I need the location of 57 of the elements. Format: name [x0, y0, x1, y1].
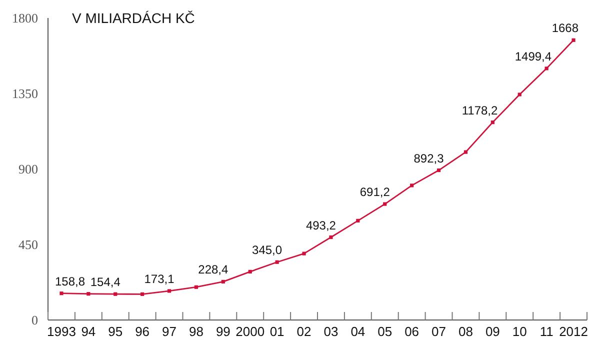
x-tick-label: 01 [270, 324, 284, 339]
point [167, 289, 172, 293]
x-tick-label: 11 [540, 324, 554, 339]
data-label: 154,4 [90, 275, 121, 290]
point [194, 285, 198, 289]
point [60, 292, 64, 296]
data-label: 892,3 [414, 151, 444, 166]
x-tick-label: 04 [350, 324, 366, 339]
chart-title: V MILIARDÁCH KČ [72, 10, 195, 26]
x-tick-label: 1993 [47, 324, 76, 339]
point [356, 218, 360, 222]
point [114, 292, 118, 296]
point [410, 184, 414, 188]
point [436, 168, 441, 172]
point [383, 202, 387, 206]
point [302, 252, 306, 256]
point [140, 292, 144, 296]
x-tick-label: 98 [188, 324, 204, 339]
data-label: 158,8 [54, 274, 86, 288]
point [518, 92, 522, 96]
x-tick-label: 2012 [559, 324, 588, 339]
data-label: 1499,4 [514, 49, 552, 64]
y-tick-label: 0 [32, 312, 38, 328]
x-tick-label: 08 [458, 324, 473, 339]
y-tick-label: 1350 [12, 86, 38, 102]
x-tick-label: 99 [216, 324, 230, 339]
point [275, 260, 279, 264]
data-label: 1668 [552, 21, 579, 36]
point [86, 292, 90, 296]
x-tick-label: 2000 [236, 324, 265, 339]
point [221, 280, 225, 284]
x-tick-label: 02 [296, 324, 312, 339]
data-label: 1178,2 [462, 103, 498, 118]
x-tick-label: 06 [404, 324, 420, 339]
y-tick-label: 900 [18, 162, 38, 177]
x-tick-label: 05 [378, 324, 392, 339]
data-label: 228,4 [198, 262, 228, 277]
point [329, 235, 333, 240]
point [544, 66, 548, 70]
data-label: 345,0 [252, 243, 282, 258]
data-label: 173,1 [144, 272, 175, 286]
x-tick-label: 07 [432, 324, 446, 339]
point [572, 38, 576, 42]
x-tick-label: 95 [108, 324, 123, 339]
x-tick-label: 09 [485, 324, 500, 339]
point [248, 270, 252, 274]
x-tick-label: 10 [512, 324, 527, 339]
x-tick-label: 96 [135, 324, 150, 339]
data-label: 691,2 [360, 185, 390, 200]
x-tick-label: 97 [162, 324, 177, 339]
data-label: 493,2 [306, 218, 336, 232]
y-tick-label: 1800 [12, 10, 38, 26]
point [490, 120, 494, 124]
y-tick-label: 450 [18, 237, 38, 252]
x-tick-label: 03 [324, 324, 338, 339]
x-tick-label: 94 [81, 324, 96, 339]
point [464, 150, 468, 154]
